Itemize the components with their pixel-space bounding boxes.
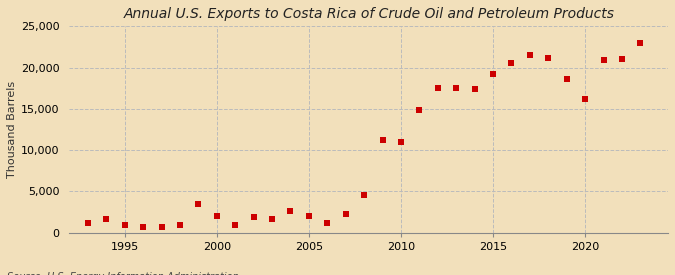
Title: Annual U.S. Exports to Costa Rica of Crude Oil and Petroleum Products: Annual U.S. Exports to Costa Rica of Cru… — [124, 7, 614, 21]
Point — [377, 138, 388, 142]
Point — [175, 223, 186, 227]
Point — [358, 193, 369, 198]
Point — [580, 97, 591, 101]
Point — [138, 225, 148, 229]
Text: Source: U.S. Energy Information Administration: Source: U.S. Energy Information Administ… — [7, 273, 238, 275]
Point — [635, 41, 646, 45]
Point — [193, 202, 204, 206]
Point — [340, 211, 351, 216]
Point — [156, 225, 167, 229]
Point — [414, 108, 425, 113]
Y-axis label: Thousand Barrels: Thousand Barrels — [7, 81, 17, 178]
Point — [304, 214, 315, 218]
Point — [451, 86, 462, 90]
Point — [248, 215, 259, 219]
Point — [322, 221, 333, 225]
Point — [433, 86, 443, 90]
Point — [119, 223, 130, 227]
Point — [562, 77, 572, 81]
Point — [469, 87, 480, 91]
Point — [506, 60, 517, 65]
Point — [101, 216, 111, 221]
Point — [285, 209, 296, 213]
Point — [543, 56, 554, 60]
Point — [267, 217, 277, 222]
Point — [230, 223, 240, 227]
Point — [211, 214, 222, 218]
Point — [616, 57, 627, 62]
Point — [82, 221, 93, 225]
Point — [524, 53, 535, 57]
Point — [487, 72, 498, 76]
Point — [396, 140, 406, 144]
Point — [598, 58, 609, 62]
